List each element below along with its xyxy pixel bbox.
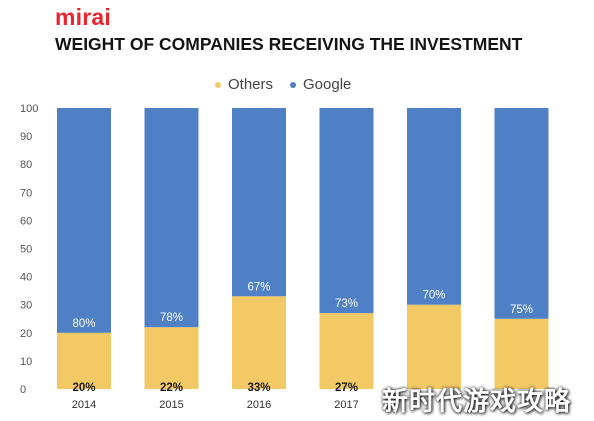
y-tick-label: 0 [20, 384, 26, 396]
data-label-google: 75% [510, 304, 533, 316]
chart-title: WEIGHT OF COMPANIES RECEIVING THE INVEST… [55, 34, 523, 54]
watermark-text: 新时代游戏攻略 [382, 387, 572, 417]
y-tick-label: 50 [20, 244, 32, 256]
bar-others-2014 [57, 332, 111, 389]
y-tick-label: 100 [20, 103, 38, 115]
bar-google-2018 [407, 108, 461, 305]
data-label-others: 27% [335, 382, 358, 394]
bar-google-2016 [232, 108, 286, 297]
y-tick-label: 70 [20, 187, 32, 199]
bar-google-2017 [319, 108, 374, 314]
y-tick-label: 10 [20, 356, 32, 368]
bar-others-2016 [232, 296, 286, 389]
bar-others-2015 [144, 327, 199, 389]
x-tick-label: 2016 [247, 399, 271, 411]
legend-label-others: Others [228, 76, 274, 93]
brand-logo: mirai [55, 4, 111, 30]
legend-label-google: Google [303, 76, 352, 93]
data-label-others: 22% [160, 382, 183, 394]
bar-google-2015 [144, 108, 199, 328]
y-tick-label: 40 [20, 272, 32, 284]
x-tick-label: 2014 [72, 399, 96, 411]
data-label-google: 70% [422, 290, 445, 302]
data-label-google: 67% [247, 281, 270, 293]
y-tick-label: 20 [20, 328, 32, 340]
bar-others-2018 [407, 304, 461, 389]
legend-swatch-others [215, 81, 221, 88]
legend-item-google: Google [290, 76, 351, 93]
bar-google-2014 [57, 108, 111, 333]
data-label-google: 80% [72, 318, 95, 330]
legend-item-others: Others [215, 76, 273, 93]
legend-swatch-google [290, 81, 296, 88]
bar-others-2017 [319, 313, 374, 389]
x-tick-label: 2015 [159, 399, 183, 411]
x-tick-label: 2017 [334, 399, 358, 411]
y-tick-label: 80 [20, 159, 32, 171]
chart-legend: Others Google [0, 76, 594, 96]
y-tick-label: 30 [20, 300, 32, 312]
data-label-others: 20% [72, 382, 95, 394]
y-tick-label: 60 [20, 215, 32, 227]
data-label-google: 73% [335, 298, 358, 310]
data-label-others: 33% [247, 382, 270, 394]
bar-google-2019 [494, 108, 549, 319]
data-label-google: 78% [160, 312, 183, 324]
bar-others-2019 [494, 318, 549, 389]
y-tick-label: 90 [20, 131, 32, 143]
